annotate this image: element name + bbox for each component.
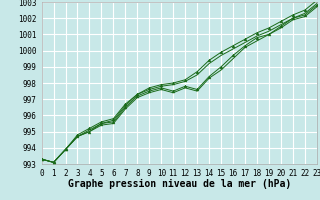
X-axis label: Graphe pression niveau de la mer (hPa): Graphe pression niveau de la mer (hPa)	[68, 179, 291, 189]
